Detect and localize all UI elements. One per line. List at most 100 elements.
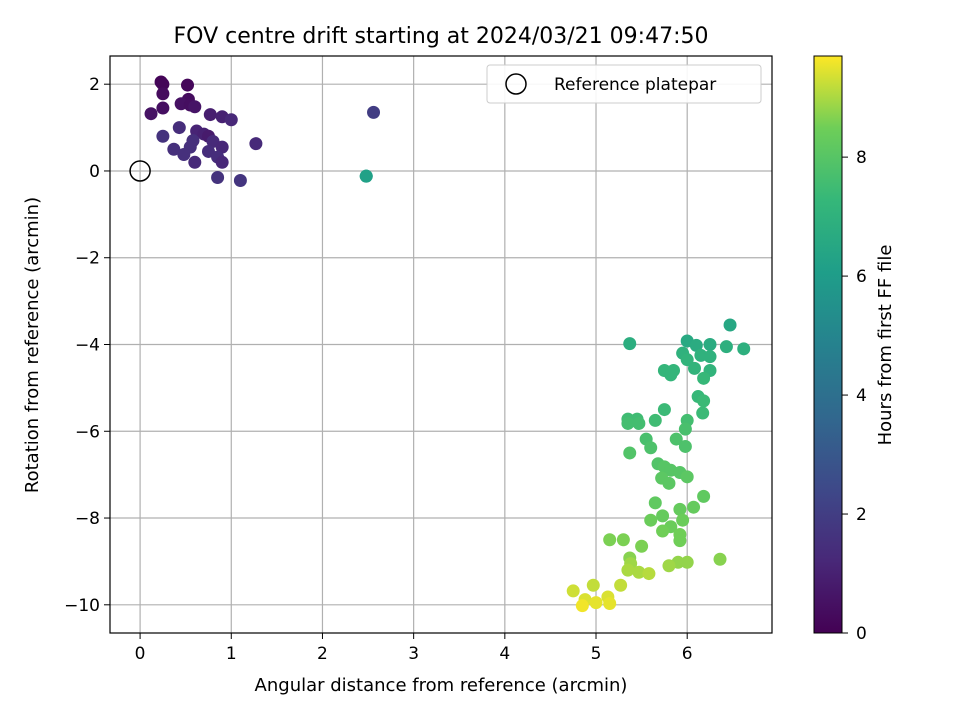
data-point (703, 338, 717, 351)
data-point (177, 147, 191, 161)
colorbar-tick-label: 0 (856, 624, 867, 644)
x-tick-label: 6 (682, 644, 693, 664)
data-point (367, 105, 381, 119)
data-point (144, 107, 158, 121)
data-point (359, 169, 373, 183)
data-point (673, 534, 687, 548)
data-point (632, 416, 646, 430)
data-point (713, 552, 727, 566)
data-point (680, 353, 694, 367)
x-tick-label: 3 (408, 644, 419, 664)
y-tick-label: −10 (64, 596, 100, 616)
x-tick-label: 5 (591, 644, 602, 664)
data-point (181, 78, 195, 92)
legend-entry-reference: Reference platepar (554, 75, 716, 95)
data-point (203, 108, 217, 122)
data-point (249, 137, 263, 151)
data-point (616, 533, 630, 547)
data-point (156, 87, 170, 101)
chart-title: FOV centre drift starting at 2024/03/21 … (174, 24, 709, 49)
data-point (156, 77, 170, 91)
data-point (623, 446, 637, 460)
data-point (687, 500, 701, 514)
data-point (697, 371, 711, 385)
colorbar-label: Hours from first FF file (875, 245, 896, 446)
data-point (215, 155, 229, 169)
y-axis-label: Rotation from reference (arcmin) (22, 197, 43, 493)
data-point (603, 533, 617, 547)
data-point (188, 100, 202, 114)
legend: Reference platepar (486, 64, 762, 104)
data-point (673, 502, 687, 516)
data-point (603, 596, 617, 610)
data-point (689, 338, 703, 352)
data-point (621, 563, 635, 577)
x-tick-label: 4 (499, 644, 510, 664)
data-point (648, 496, 662, 510)
x-tick-label: 2 (317, 644, 328, 664)
colorbar-gradient (814, 56, 842, 633)
y-tick-label: −6 (75, 422, 100, 442)
colorbar-tick-label: 2 (856, 505, 867, 525)
data-point (156, 101, 170, 115)
grid (110, 56, 772, 633)
y-tick-label: −8 (75, 509, 100, 529)
data-point (188, 155, 202, 169)
data-point (167, 142, 181, 156)
data-point (623, 337, 637, 351)
data-point (697, 489, 711, 503)
data-point (614, 578, 628, 592)
x-axis-ticks: 0 1 2 3 4 5 6 (135, 633, 693, 664)
data-point (680, 470, 694, 484)
data-point (662, 559, 676, 573)
y-tick-label: −2 (75, 249, 100, 269)
x-axis-label: Angular distance from reference (arcmin) (255, 675, 628, 696)
x-tick-label: 0 (135, 644, 146, 664)
data-point (737, 342, 751, 356)
data-point (676, 513, 690, 527)
data-point (678, 422, 692, 436)
data-point (644, 513, 658, 527)
data-point (664, 368, 678, 382)
legend-marker (505, 73, 527, 95)
data-points (144, 75, 751, 613)
data-point (156, 129, 170, 143)
data-point (648, 413, 662, 427)
data-point (211, 170, 225, 184)
colorbar-tick-label: 4 (856, 386, 867, 406)
colorbar-frame (813, 55, 843, 634)
data-point (719, 340, 733, 354)
data-point (697, 394, 711, 408)
y-tick-label: 0 (89, 162, 100, 182)
data-point (233, 174, 247, 188)
data-point (172, 121, 186, 135)
y-tick-label: 2 (89, 75, 100, 95)
y-tick-label: −4 (75, 336, 100, 356)
x-tick-label: 1 (226, 644, 237, 664)
data-point (723, 318, 737, 332)
data-point (662, 476, 676, 490)
reference-marker (129, 160, 151, 182)
data-point (696, 406, 710, 420)
data-point (687, 361, 701, 375)
colorbar-tick-label: 6 (856, 267, 867, 287)
y-axis-ticks: −10 −8 −6 −4 −2 0 2 (64, 75, 110, 616)
data-point (224, 113, 238, 127)
data-point (586, 578, 600, 592)
colorbar-tick-label: 8 (856, 148, 867, 168)
colorbar-ticks: 0 2 4 6 8 (842, 148, 867, 644)
data-point (566, 584, 580, 598)
data-point (656, 524, 670, 538)
data-point (575, 599, 589, 613)
data-point (621, 416, 635, 430)
data-point (644, 441, 658, 455)
data-point (632, 565, 646, 579)
colorbar: 0 2 4 6 8 Hours from first FF file (813, 55, 896, 644)
data-point (215, 140, 229, 154)
data-point (642, 567, 656, 581)
data-point (635, 539, 649, 553)
data-point (669, 432, 683, 446)
reference-point (129, 160, 151, 182)
